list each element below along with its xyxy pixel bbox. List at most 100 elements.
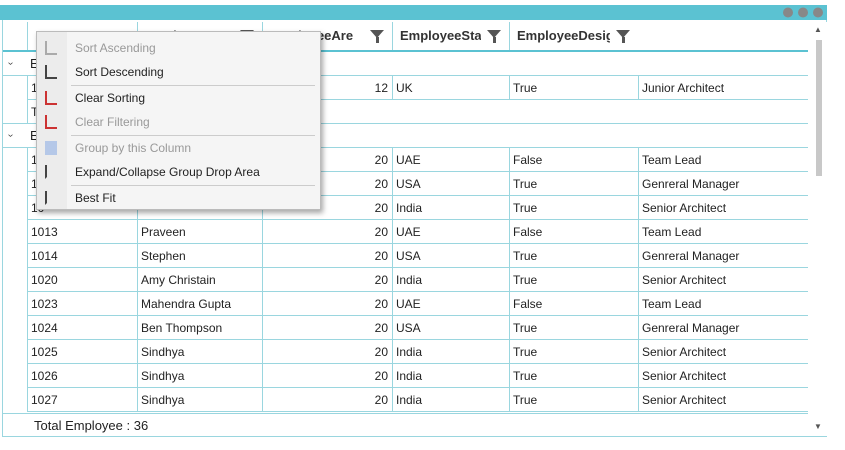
grid-cell: 1026 [31,369,58,383]
grid-cell: Sindhya [141,369,185,383]
context-menu: Sort Ascending Sort Descending Clear Sorti… [36,31,321,210]
window-buttons[interactable] [780,5,827,20]
menu-icon [45,141,57,155]
row-line [27,363,808,364]
grid-cell: 1024 [31,321,58,335]
column-line [638,76,639,100]
grid-cell: 20 [374,225,388,239]
grid-cell: 20 [374,369,388,383]
column-line [262,292,263,316]
column-line [392,196,393,220]
grid-cell: Sindhya [141,393,185,407]
row-line [27,411,808,412]
grid-cell: True [513,201,538,215]
column-line [137,220,138,244]
menu-icon [45,91,57,105]
grid-cell: Senior Architect [642,201,727,215]
column-line [509,340,510,364]
grid-cell: Genreral Manager [642,249,740,263]
grid-cell: Senior Architect [642,345,727,359]
expander[interactable]: › [5,61,17,66]
column-line [392,22,393,50]
column-line [392,220,393,244]
menu-icon [45,41,57,55]
column-line [137,388,138,412]
grid-cell: True [513,345,538,359]
grid-cell: True [513,273,538,287]
grid-cell: 20 [374,153,388,167]
expander[interactable]: › [5,133,17,138]
grid-cell: Mahendra Gupta [141,297,232,311]
column-line [638,244,639,268]
column-line [392,316,393,340]
menu-icon [45,65,57,79]
row-line [27,339,808,340]
column-line [392,268,393,292]
menu-separator [71,85,315,86]
column-line [509,22,510,50]
group-caption: E [30,128,39,143]
menu-item[interactable]: Best Fit [75,191,116,205]
scrollbar[interactable]: ▲ ▼ [810,22,827,436]
row-line [3,123,808,124]
column-line [137,316,138,340]
grid-cell: 20 [374,345,388,359]
grid-cell: India [396,345,423,359]
filter-icon[interactable] [616,30,630,38]
filter-icon[interactable] [487,30,501,38]
grid-cell: UAE [396,153,421,167]
menu-item[interactable]: Clear Sorting [75,91,146,105]
column-line [509,364,510,388]
column-line [392,172,393,196]
filter-icon[interactable] [370,30,384,38]
group-summary: T [31,105,39,119]
column-line [509,292,510,316]
column-line [638,196,639,220]
column-line [392,76,393,100]
column-line [27,364,28,388]
grid-cell: False [513,297,543,311]
grid-cell: UAE [396,297,421,311]
column-line [509,268,510,292]
grid-cell: Sindhya [141,345,185,359]
grid-cell: Senior Architect [642,273,727,287]
grid-cell: 1 [31,81,38,95]
column-line [262,388,263,412]
group-caption: E [30,56,39,71]
grid-cell: India [396,201,423,215]
grid-cell: 1020 [31,273,58,287]
column-line [262,364,263,388]
grid-cell: True [513,81,538,95]
column-line [27,340,28,364]
column-header[interactable]: EmployeeStatu [400,28,481,43]
grid-cell: Team Lead [642,225,702,239]
column-line [509,244,510,268]
column-line [27,292,28,316]
column-header[interactable]: EmployeeDesignation [517,28,610,43]
grid-cell: False [513,225,543,239]
grid-cell: India [396,273,423,287]
column-line [638,172,639,196]
grid-cell: True [513,393,538,407]
column-line [137,292,138,316]
column-line [392,364,393,388]
grid-cell: 20 [374,201,388,215]
grid-cell: 20 [374,297,388,311]
column-line [638,292,639,316]
menu-item[interactable]: Sort Descending [75,65,164,79]
column-line [509,220,510,244]
column-line [27,196,28,220]
column-line [392,340,393,364]
row-line [27,195,808,196]
title-bar [0,5,827,20]
column-line [392,292,393,316]
column-line [638,316,639,340]
row-line [3,147,808,148]
grid-cell: Senior Architect [642,393,727,407]
menu-item[interactable]: Expand/Collapse Group Drop Area [75,165,260,179]
column-line [27,268,28,292]
filter-stem [493,37,496,43]
row-line [27,291,808,292]
grid-cell: Genreral Manager [642,321,740,335]
